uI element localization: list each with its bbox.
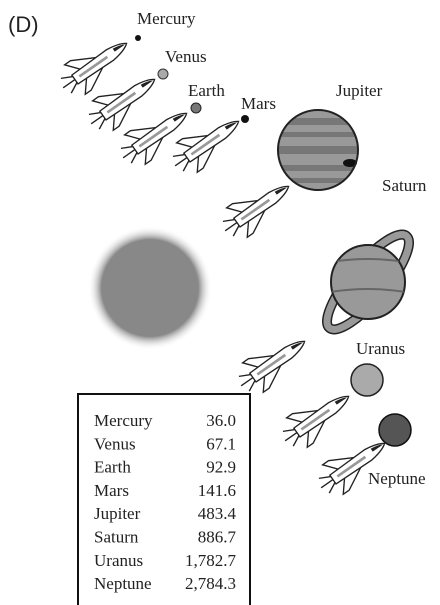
panel-label: (D) [8,12,39,37]
table-planet: Saturn [94,528,139,547]
planet-label: Mercury [137,9,196,28]
planet-label: Saturn [382,176,427,195]
table-planet: Mercury [94,411,153,430]
planet-label: Neptune [368,469,426,488]
planet-label: Uranus [356,339,405,358]
planet-label: Earth [188,81,225,100]
table-planet: Uranus [94,551,143,570]
table-planet: Neptune [94,574,152,593]
table-value: 67.1 [206,434,236,453]
table-planet: Jupiter [94,504,141,523]
diagram: (D) [0,0,440,605]
planet-label: Mars [241,94,276,113]
table-value: 886.7 [198,528,237,547]
planet-label: Jupiter [336,81,383,100]
table-value: 483.4 [198,504,237,523]
table-value: 92.9 [206,458,236,477]
table-planet: Venus [94,434,136,453]
table-planet: Mars [94,481,129,500]
table-value: 2,784.3 [185,574,236,593]
table-planet: Earth [94,458,131,477]
planet-label: Venus [165,47,207,66]
table-value: 141.6 [198,481,236,500]
table-value: 1,782.7 [185,551,237,570]
table-value: 36.0 [206,411,236,430]
sun [88,226,212,350]
